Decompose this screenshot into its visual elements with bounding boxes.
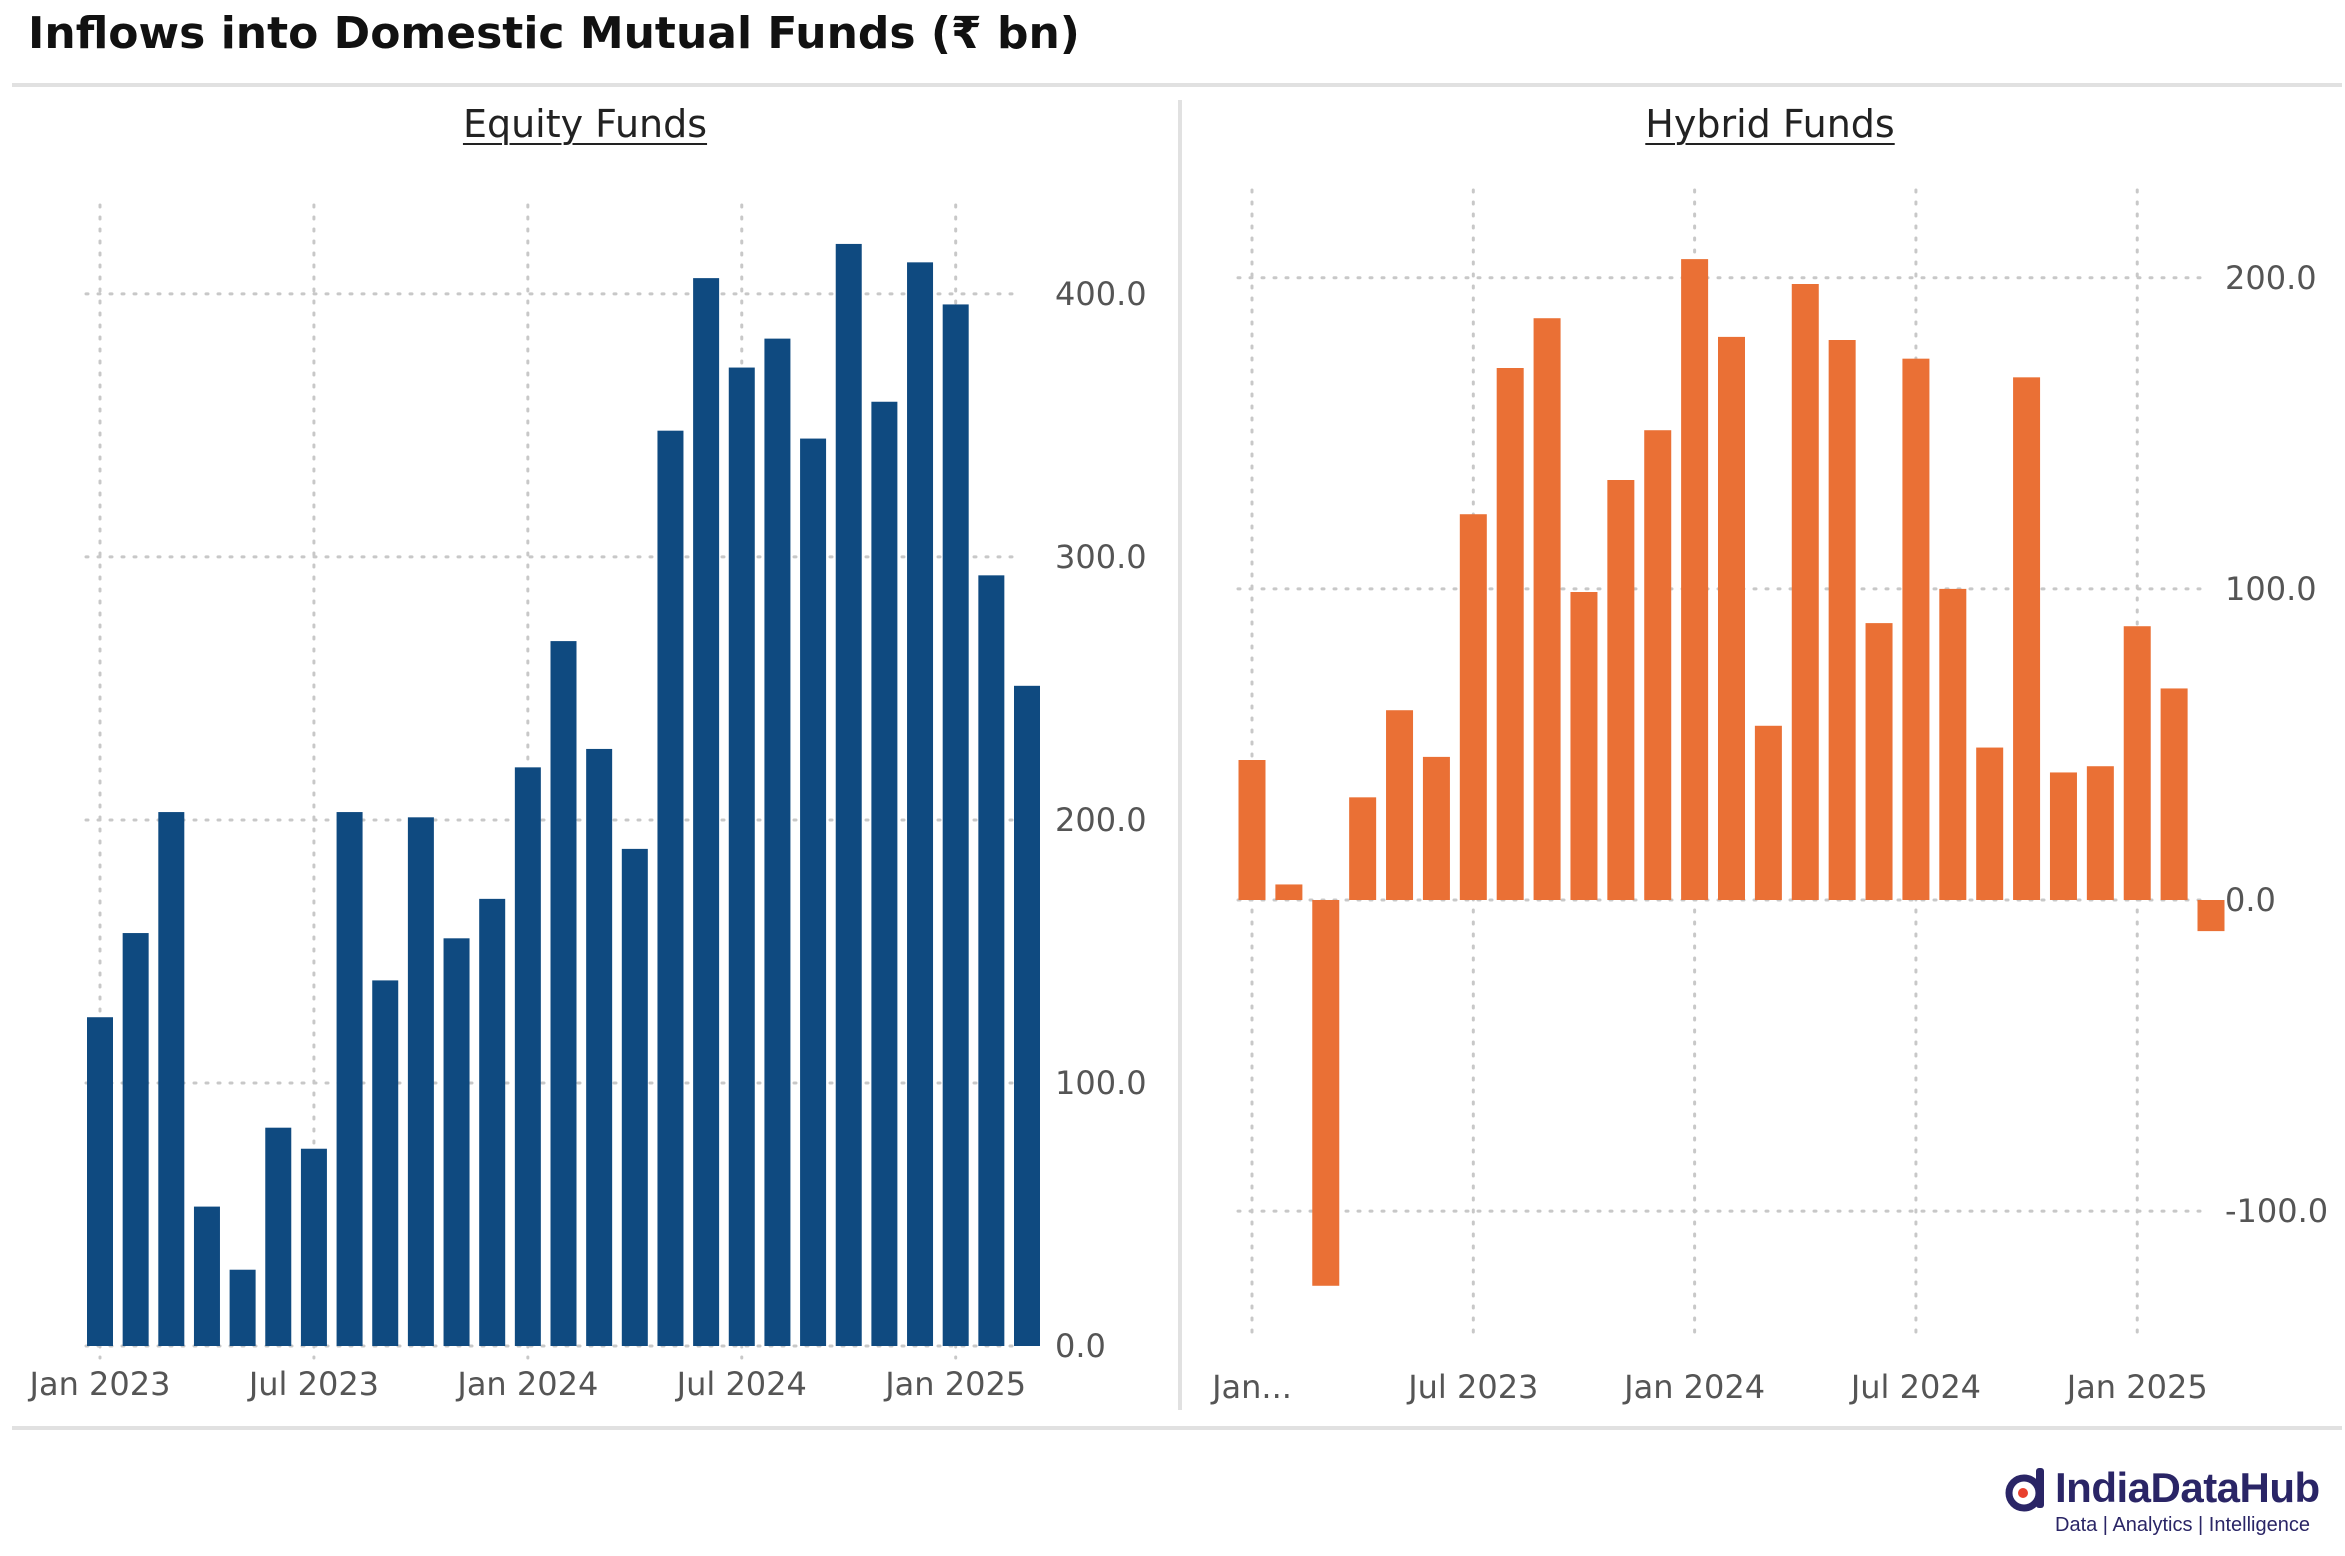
hybrid-bar-mar-2023 <box>1312 900 1340 1286</box>
hybrid-ytick-label: 0.0 <box>2225 881 2276 919</box>
equity-ytick-label: 200.0 <box>1055 801 1147 839</box>
hybrid-bar-mar-2024 <box>1754 725 1782 900</box>
hybrid-bar-jan-2025 <box>2123 626 2151 900</box>
equity-bar-jan-2025 <box>942 304 969 1346</box>
hybrid-bar-jun-2024 <box>1865 623 1893 900</box>
equity-bar-apr-2024 <box>621 848 648 1346</box>
equity-bar-jul-2024 <box>728 367 755 1347</box>
brand-tagline: Data | Analytics | Intelligence <box>2055 1514 2310 1536</box>
equity-xtick-label: Jan 2024 <box>455 1365 598 1403</box>
page-title: Inflows into Domestic Mutual Funds (₹ bn… <box>28 8 1080 59</box>
equity-bar-aug-2023 <box>336 812 363 1346</box>
equity-bar-nov-2024 <box>871 401 898 1346</box>
hybrid-bar-aug-2024 <box>1939 588 1967 900</box>
hybrid-bar-jul-2024 <box>1902 358 1930 901</box>
hybrid-xtick-label: Jan 2024 <box>1622 1368 1765 1406</box>
hybrid-xtick-label: Jan 2025 <box>2065 1368 2208 1406</box>
brand-logo: IndiaDataHub Data | Analytics | Intellig… <box>2003 1462 2333 1542</box>
hybrid-bar-nov-2023 <box>1607 480 1635 900</box>
equity-bar-may-2024 <box>657 430 684 1346</box>
hybrid-bar-sep-2023 <box>1533 318 1561 900</box>
hybrid-bar-jun-2023 <box>1422 756 1450 900</box>
hybrid-bar-may-2024 <box>1828 340 1856 900</box>
equity-bar-jan-2023 <box>87 1017 113 1346</box>
equity-bar-aug-2024 <box>764 338 791 1346</box>
hybrid-bar-oct-2024 <box>2013 377 2041 900</box>
hybrid-bar-dec-2024 <box>2086 766 2114 900</box>
brand-name: IndiaDataHub <box>2055 1464 2320 1511</box>
equity-bar-sep-2023 <box>372 980 399 1346</box>
equity-ytick-label: 300.0 <box>1055 538 1147 576</box>
equity-xtick-label: Jan 2025 <box>883 1365 1026 1403</box>
equity-bar-jun-2023 <box>265 1127 292 1346</box>
equity-bar-feb-2023 <box>122 933 149 1346</box>
hybrid-bar-apr-2024 <box>1791 284 1819 900</box>
equity-bar-dec-2024 <box>907 262 934 1346</box>
equity-bar-mar-2024 <box>586 748 613 1346</box>
equity-xtick-label: Jan 2023 <box>28 1365 171 1403</box>
hybrid-bar-jan-2024 <box>1681 259 1709 901</box>
equity-bar-jan-2024 <box>514 767 541 1346</box>
equity-ytick-label: 100.0 <box>1055 1064 1147 1102</box>
equity-xtick-label: Jul 2024 <box>675 1365 807 1403</box>
panel-divider <box>1178 100 1182 1410</box>
hybrid-bar-may-2023 <box>1386 710 1414 900</box>
hybrid-bar-sep-2024 <box>1976 747 2004 900</box>
footer-divider <box>12 1426 2342 1430</box>
equity-bar-mar-2023 <box>158 812 185 1346</box>
hybrid-bar-dec-2023 <box>1644 430 1672 900</box>
equity-bar-apr-2023 <box>193 1206 220 1346</box>
equity-bar-nov-2023 <box>443 938 470 1346</box>
hybrid-chart-title: Hybrid Funds <box>1645 102 1895 146</box>
hybrid-bar-mar-2025 <box>2197 900 2225 932</box>
equity-bar-feb-2025 <box>978 575 1005 1346</box>
hybrid-xtick-label: Jul 2023 <box>1406 1368 1538 1406</box>
hybrid-bar-oct-2023 <box>1570 592 1598 900</box>
hybrid-xtick-label: Jan... <box>1210 1368 1292 1406</box>
equity-xtick-label: Jul 2023 <box>247 1365 379 1403</box>
hybrid-bar-aug-2023 <box>1496 368 1524 900</box>
equity-bar-mar-2025 <box>1014 685 1040 1346</box>
equity-bar-may-2023 <box>229 1269 256 1346</box>
hybrid-ytick-label: -100.0 <box>2225 1192 2328 1230</box>
equity-ytick-label: 0.0 <box>1055 1327 1106 1365</box>
hybrid-bar-feb-2024 <box>1718 336 1745 900</box>
equity-bar-oct-2024 <box>835 243 862 1346</box>
hybrid-bar-feb-2023 <box>1275 884 1303 900</box>
logo-mark-icon <box>2005 1468 2044 1512</box>
hybrid-ytick-label: 200.0 <box>2225 259 2317 297</box>
equity-bar-oct-2023 <box>407 817 434 1346</box>
hybrid-xtick-label: Jul 2024 <box>1849 1368 1981 1406</box>
hybrid-bar-jan-2023 <box>1238 760 1266 900</box>
hybrid-bar-apr-2023 <box>1349 797 1377 900</box>
hybrid-ytick-label: 100.0 <box>2225 570 2317 608</box>
header-divider <box>12 83 2342 87</box>
equity-bar-feb-2024 <box>550 641 577 1346</box>
equity-chart-title: Equity Funds <box>462 102 708 146</box>
hybrid-bar-jul-2023 <box>1459 514 1487 900</box>
hybrid-bar-nov-2024 <box>2049 772 2077 900</box>
equity-bar-dec-2023 <box>479 898 506 1346</box>
equity-bar-jul-2023 <box>300 1148 327 1346</box>
equity-bar-sep-2024 <box>800 438 827 1346</box>
equity-ytick-label: 400.0 <box>1055 275 1147 313</box>
hybrid-bar-feb-2025 <box>2160 688 2188 900</box>
equity-bar-jun-2024 <box>693 278 720 1346</box>
